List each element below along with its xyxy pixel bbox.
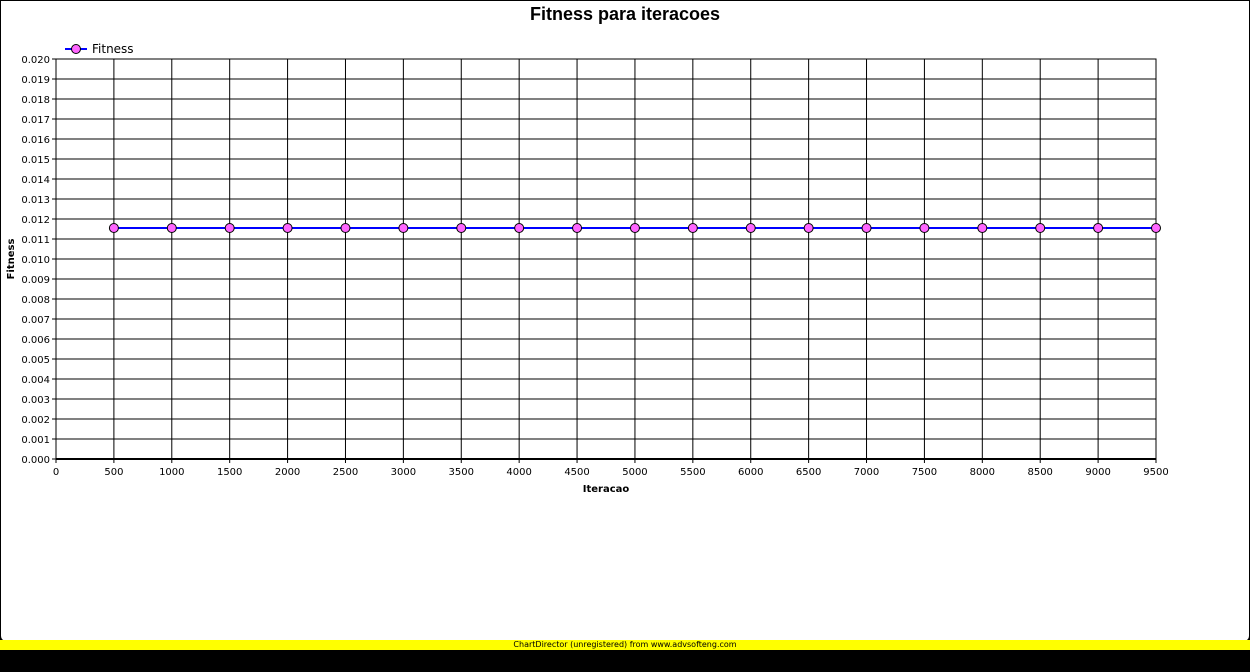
x-tick-label: 5500: [680, 467, 705, 478]
data-point: [803, 223, 814, 233]
x-tick-label: 8000: [970, 467, 995, 478]
y-tick-label: 0.009: [21, 275, 50, 286]
data-point: [1151, 223, 1161, 233]
line-chart: Fitness para iteracoes Fitness 0.0000.00…: [6, 4, 1169, 495]
x-tick-label: 2000: [275, 467, 300, 478]
y-tick-label: 0.007: [21, 315, 50, 326]
x-axis-label: Iteracao: [583, 484, 630, 495]
data-point: [166, 223, 177, 233]
y-tick-label: 0.018: [21, 95, 50, 106]
chart-frame: Fitness para iteracoes Fitness 0.000 0.00…: [0, 0, 1250, 642]
x-tick-label: 7500: [912, 467, 937, 478]
y-tick-label: 0.016: [21, 135, 50, 146]
data-point: [1093, 223, 1104, 233]
x-tick-label: 7000: [854, 467, 879, 478]
y-tick-label: 0.020: [21, 55, 50, 66]
y-tick-label: 0.000: [21, 455, 50, 466]
data-point: [919, 223, 930, 233]
y-tick-label: 0.012: [21, 215, 50, 226]
y-tick-label: 0.005: [21, 355, 50, 366]
series-fitness: [108, 223, 1161, 233]
data-point: [398, 223, 409, 233]
data-point: [629, 223, 640, 233]
y-tick-label: 0.019: [21, 75, 50, 86]
data-point: [514, 223, 525, 233]
watermark-bar: ChartDirector (unregistered) from www.ad…: [0, 640, 1250, 650]
x-tick-label: 2500: [333, 467, 358, 478]
x-tick-label: 1000: [159, 467, 184, 478]
y-tick-label: 0.013: [21, 195, 50, 206]
data-point: [745, 223, 756, 233]
y-axis-ticks: 0.000 0.001 0.002 0.003 0.004 0.005 0.006 0.007…: [21, 55, 56, 466]
grid: [55, 58, 1157, 460]
bottom-border: [0, 650, 1250, 672]
legend-marker: [71, 44, 81, 54]
x-tick-label: 3500: [449, 467, 474, 478]
x-tick-label: 9000: [1085, 467, 1110, 478]
chart-title: Fitness para iteracoes: [530, 4, 720, 24]
y-tick-label: 0.011: [21, 235, 50, 246]
x-tick-label: 9500: [1143, 467, 1168, 478]
data-point: [282, 223, 293, 233]
x-tick-label: 4500: [564, 467, 589, 478]
x-tick-label: 6500: [796, 467, 821, 478]
data-point: [108, 223, 119, 233]
y-tick-label: 0.004: [21, 375, 50, 386]
x-tick-label: 6000: [738, 467, 763, 478]
x-tick-label: 1500: [217, 467, 242, 478]
x-tick-label: 8500: [1027, 467, 1052, 478]
data-point: [861, 223, 872, 233]
y-tick-label: 0.008: [21, 295, 50, 306]
data-point: [1035, 223, 1046, 233]
y-tick-label: 0.002: [21, 415, 50, 426]
y-tick-label: 0.015: [21, 155, 50, 166]
y-tick-label: 0.014: [21, 175, 50, 186]
legend: Fitness: [65, 42, 134, 56]
y-tick-label: 0.006: [21, 335, 50, 346]
y-tick-label: 0.017: [21, 115, 50, 126]
x-tick-label: 5000: [622, 467, 647, 478]
x-tick-label: 4000: [506, 467, 531, 478]
legend-label: Fitness: [92, 42, 134, 56]
data-point: [224, 223, 235, 233]
data-point: [456, 223, 467, 233]
x-axis-ticks: 0 500 1000 1500 2000 2500 3000 3500 4000 4500 5000…: [53, 458, 1169, 478]
y-tick-label: 0.010: [21, 255, 50, 266]
x-tick-label: 0: [53, 467, 59, 478]
data-point: [340, 223, 351, 233]
x-tick-label: 500: [104, 467, 123, 478]
data-point: [572, 223, 583, 233]
data-point: [977, 223, 988, 233]
x-tick-label: 3000: [391, 467, 416, 478]
y-tick-label: 0.001: [21, 435, 50, 446]
y-tick-label: 0.003: [21, 395, 50, 406]
data-point: [687, 223, 698, 233]
y-axis-label: Fitness: [6, 239, 17, 280]
